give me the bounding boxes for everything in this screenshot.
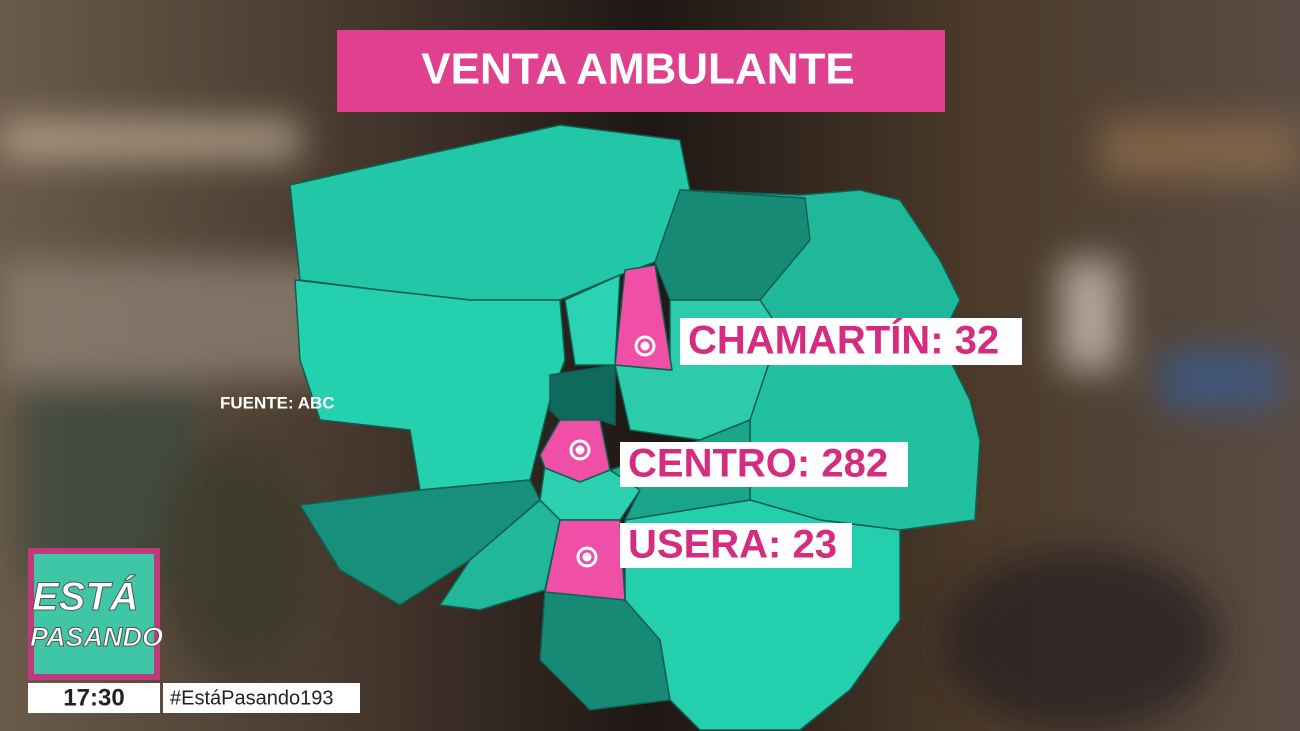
source: FUENTE: ABC bbox=[220, 393, 335, 412]
logo-line1: ESTÁ bbox=[32, 574, 139, 619]
district-centro bbox=[539, 419, 611, 483]
pin bbox=[576, 546, 598, 568]
district bbox=[294, 279, 566, 491]
title: VENTA AMBULANTE bbox=[421, 45, 854, 94]
marker-label: USERA: 23 bbox=[628, 523, 837, 567]
label-box bbox=[620, 442, 908, 487]
map bbox=[289, 124, 981, 731]
label-box bbox=[620, 523, 852, 568]
marker-label: CHAMARTÍN: 32 bbox=[688, 318, 999, 363]
marker-label: CENTRO: 282 bbox=[628, 442, 888, 486]
pin bbox=[634, 335, 656, 357]
district bbox=[549, 364, 616, 426]
ticker: 17:30 #EstáPasando193 bbox=[28, 683, 360, 713]
marker-labels: CHAMARTÍN: 32 CENTRO: 282 USERA: 23 bbox=[620, 318, 1022, 568]
logo: ESTÁ PASANDO bbox=[28, 548, 164, 680]
pin bbox=[640, 341, 650, 351]
title-box bbox=[337, 30, 945, 112]
marker-pins bbox=[569, 335, 656, 568]
pin bbox=[582, 552, 592, 562]
logo-line2: PASANDO bbox=[30, 622, 163, 652]
title-banner: VENTA AMBULANTE bbox=[337, 30, 945, 112]
label-box bbox=[680, 318, 1022, 365]
hashtag: #EstáPasando193 bbox=[170, 687, 333, 709]
pin bbox=[575, 445, 585, 455]
pin bbox=[569, 439, 591, 461]
clock: 17:30 bbox=[63, 684, 124, 711]
district-chamartin bbox=[614, 264, 673, 371]
